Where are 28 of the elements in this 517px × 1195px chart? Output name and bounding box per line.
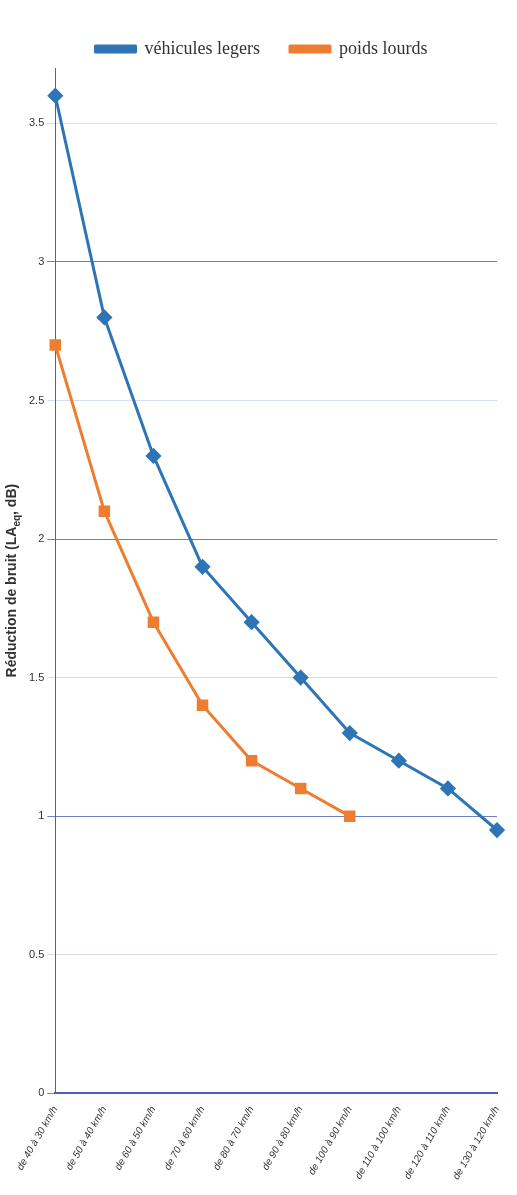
point bbox=[147, 616, 160, 628]
y-tick-label: 1 bbox=[38, 809, 45, 822]
y-tick-label: 2 bbox=[38, 532, 45, 545]
y-tick-label: 0 bbox=[38, 1086, 45, 1099]
point bbox=[344, 810, 356, 822]
y-tick-label: 1.5 bbox=[28, 670, 45, 683]
point bbox=[293, 670, 309, 686]
point bbox=[98, 505, 111, 518]
point bbox=[391, 753, 407, 769]
y-tick-label: 0.5 bbox=[28, 947, 45, 960]
legend-label: véhicules legers bbox=[144, 37, 260, 58]
y-axis-title: Réduction de bruit (LAeq, dB) bbox=[3, 483, 22, 678]
point bbox=[49, 339, 62, 351]
point bbox=[47, 88, 63, 104]
point bbox=[196, 699, 209, 712]
y-tick-label: 3.5 bbox=[28, 116, 45, 129]
y-tick-label: 3 bbox=[38, 255, 45, 267]
point bbox=[145, 448, 161, 464]
point bbox=[342, 725, 358, 741]
point bbox=[245, 755, 258, 767]
point bbox=[244, 614, 260, 630]
legend-label: poids lourds bbox=[338, 37, 428, 58]
y-tick-label: 2.5 bbox=[28, 393, 45, 406]
point bbox=[294, 782, 307, 795]
point bbox=[195, 559, 211, 575]
point bbox=[440, 780, 456, 796]
point bbox=[96, 309, 112, 325]
point bbox=[489, 822, 505, 838]
